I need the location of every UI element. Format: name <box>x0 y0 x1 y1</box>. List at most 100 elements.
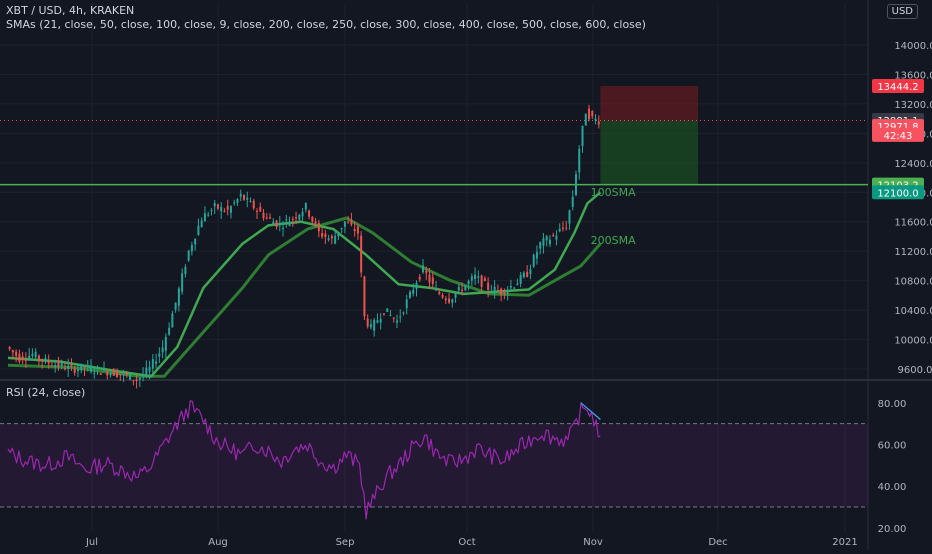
candle-body <box>468 281 470 284</box>
candle-body <box>285 220 287 221</box>
candle-body <box>54 365 56 367</box>
candle-body <box>474 275 476 279</box>
candle-body <box>22 356 24 360</box>
candle-body <box>350 220 352 224</box>
candle-body <box>132 380 134 381</box>
candle-body <box>503 290 505 294</box>
candle-body <box>347 222 349 223</box>
candle-body <box>539 242 541 248</box>
x-axis-label: Dec <box>708 537 727 548</box>
price-axis-label: 10400.0 <box>894 306 932 317</box>
rsi-band-fill <box>0 424 868 507</box>
candle-body <box>269 217 271 218</box>
candle-body <box>188 251 190 261</box>
candle-body <box>9 347 11 349</box>
candle-body <box>416 283 418 289</box>
candle-body <box>438 292 440 294</box>
candle-body <box>253 201 255 209</box>
candle-body <box>568 210 570 223</box>
candle-body <box>302 212 304 217</box>
candle-body <box>383 313 385 314</box>
candle-body <box>74 368 76 372</box>
candle-body <box>48 361 50 364</box>
candle-body <box>487 283 489 290</box>
candle-body <box>246 198 248 200</box>
candle-body <box>28 356 30 360</box>
sma-label: 200SMA <box>591 234 636 247</box>
candle-body <box>455 293 457 297</box>
candle-body <box>70 364 72 366</box>
sma-legend[interactable]: SMAs (21, close, 50, close, 100, close, … <box>6 18 646 31</box>
candle-body <box>217 204 219 208</box>
candle-body <box>220 207 222 211</box>
chart-title[interactable]: XBT / USD, 4h, KRAKEN <box>6 4 134 17</box>
candle-body <box>103 368 105 370</box>
candle-body <box>559 229 561 231</box>
rsi-legend[interactable]: RSI (24, close) <box>6 386 85 399</box>
candle-body <box>272 222 274 224</box>
candle-body <box>259 207 261 212</box>
candle-body <box>575 174 577 195</box>
candle-body <box>445 298 447 300</box>
candle-body <box>87 365 89 368</box>
candle-body <box>367 318 369 326</box>
candle-body <box>451 299 453 303</box>
sma-label: 100SMA <box>591 186 636 199</box>
candle-body <box>51 366 53 367</box>
price-tag-label: 12100.0 <box>877 188 918 199</box>
candle-body <box>406 299 408 308</box>
candle-body <box>328 238 330 240</box>
candle-body <box>35 352 37 357</box>
candle-body <box>546 236 548 240</box>
candle-body <box>380 319 382 323</box>
candle-body <box>201 220 203 227</box>
candle-body <box>435 289 437 290</box>
candle-body <box>25 360 27 361</box>
candle-body <box>562 228 564 229</box>
candle-body <box>419 277 421 280</box>
candle-body <box>409 292 411 298</box>
candle-body <box>116 372 118 377</box>
candle-body <box>155 362 157 364</box>
candle-body <box>354 229 356 231</box>
candle-body <box>497 290 499 291</box>
candle-body <box>321 233 323 237</box>
candle-body <box>513 288 515 289</box>
candle-body <box>318 223 320 231</box>
currency-button[interactable]: USD <box>887 4 918 19</box>
candle-body <box>298 215 300 220</box>
candle-body <box>464 285 466 290</box>
candle-body <box>461 290 463 292</box>
candle-body <box>516 284 518 286</box>
x-axis-label: 2021 <box>832 537 857 548</box>
candle-body <box>399 316 401 317</box>
candle-body <box>555 235 557 239</box>
candle-body <box>315 222 317 224</box>
candle-body <box>171 314 173 328</box>
candle-body <box>422 265 424 272</box>
candle-body <box>119 374 121 375</box>
candle-body <box>191 245 193 251</box>
candle-body <box>142 374 144 375</box>
candle-body <box>510 286 512 287</box>
candle-body <box>44 358 46 362</box>
candle-body <box>129 374 131 380</box>
candle-body <box>425 271 427 273</box>
rsi-axis-label: 20.00 <box>878 524 907 535</box>
candle-body <box>393 318 395 319</box>
candle-body <box>64 368 66 369</box>
candle-body <box>175 303 177 310</box>
candle-body <box>598 122 600 125</box>
candle-body <box>308 211 310 217</box>
price-axis-label: 14000.0 <box>894 41 932 52</box>
candle-body <box>389 315 391 316</box>
candle-body <box>90 366 92 371</box>
candle-body <box>113 369 115 376</box>
candle-body <box>386 308 388 311</box>
candle-body <box>334 236 336 244</box>
candle-body <box>363 276 365 316</box>
rsi-axis-label: 40.00 <box>878 482 907 493</box>
candle-body <box>230 206 232 212</box>
candle-body <box>152 359 154 368</box>
